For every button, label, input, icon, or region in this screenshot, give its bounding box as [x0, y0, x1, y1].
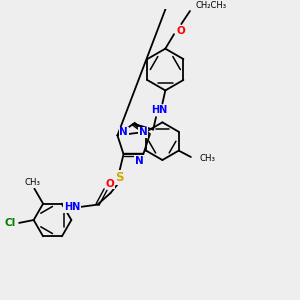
- Text: Cl: Cl: [4, 218, 16, 228]
- Text: N: N: [139, 128, 147, 137]
- Text: O: O: [105, 179, 114, 189]
- Text: N: N: [135, 156, 143, 166]
- Text: CH₂CH₃: CH₂CH₃: [196, 1, 227, 10]
- Text: S: S: [115, 171, 123, 184]
- Text: N: N: [119, 128, 128, 137]
- Text: CH₃: CH₃: [24, 178, 40, 187]
- Text: CH₃: CH₃: [200, 154, 216, 163]
- Text: HN: HN: [151, 105, 167, 115]
- Text: HN: HN: [64, 202, 80, 212]
- Text: O: O: [177, 26, 186, 36]
